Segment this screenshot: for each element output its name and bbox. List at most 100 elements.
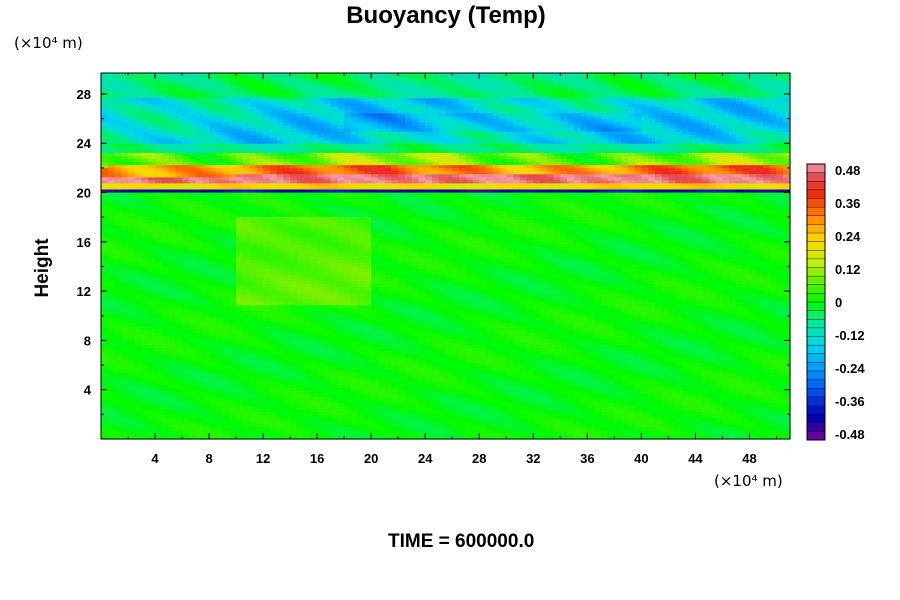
heatmap-cell	[546, 390, 555, 394]
heatmap-cell	[269, 390, 278, 394]
heatmap-cell	[560, 326, 568, 330]
heatmap-cell	[128, 332, 136, 336]
heatmap-cell	[168, 332, 176, 336]
heatmap-cell	[323, 347, 332, 352]
heatmap-cell	[519, 289, 528, 294]
heatmap-cell	[600, 423, 609, 428]
heatmap-cell	[215, 423, 224, 428]
heatmap-cell	[648, 368, 656, 373]
heatmap-cell	[209, 378, 217, 382]
heatmap-cell	[627, 289, 636, 294]
heatmap-cell	[776, 313, 784, 318]
heatmap-cell	[459, 365, 467, 370]
heatmap-cell	[337, 350, 345, 355]
heatmap-cell	[263, 384, 271, 388]
heatmap-cell	[283, 368, 291, 373]
heatmap-cell	[553, 362, 561, 367]
heatmap-cell	[614, 338, 622, 342]
heatmap-cell	[479, 390, 487, 394]
heatmap-cell	[371, 344, 379, 349]
heatmap-cell	[634, 365, 642, 370]
heatmap-cell	[499, 417, 507, 422]
heatmap-cell	[236, 344, 244, 349]
heatmap-cell	[276, 301, 284, 306]
heatmap-cell	[533, 432, 541, 437]
heatmap-cell	[357, 371, 366, 376]
heatmap-cell	[465, 423, 474, 428]
heatmap-cell	[425, 341, 433, 346]
heatmap-cell	[242, 329, 251, 333]
heatmap-cell	[715, 338, 724, 342]
heatmap-cell	[134, 313, 143, 318]
heatmap-cell	[702, 411, 710, 416]
heatmap-cell	[195, 289, 203, 294]
heatmap-cell	[128, 298, 136, 303]
heatmap-cell	[364, 381, 372, 385]
heatmap-cell	[634, 432, 642, 437]
heatmap-cell	[134, 393, 143, 397]
heatmap-cell	[202, 292, 210, 297]
heatmap-cell	[465, 338, 474, 342]
heatmap-cell	[222, 301, 230, 306]
heatmap-cell	[587, 423, 595, 428]
heatmap-cell	[526, 408, 534, 413]
heatmap-cell	[553, 323, 561, 327]
heatmap-cell	[735, 432, 744, 437]
heatmap-cell	[621, 371, 629, 376]
heatmap-cell	[155, 304, 163, 309]
heatmap-cell	[560, 292, 568, 297]
heatmap-cell	[317, 417, 325, 422]
heatmap-cell	[384, 329, 393, 333]
heatmap-cell	[762, 359, 771, 364]
heatmap-cell	[425, 292, 433, 297]
heatmap-cell	[209, 393, 217, 397]
heatmap-cell	[567, 420, 575, 425]
heatmap-cell	[688, 399, 697, 403]
heatmap-cell	[330, 341, 339, 346]
heatmap-cell	[540, 344, 548, 349]
heatmap-cell	[580, 420, 588, 425]
heatmap-cell	[398, 432, 406, 437]
heatmap-cell	[681, 350, 690, 355]
heatmap-cell	[182, 301, 190, 306]
heatmap-cell	[303, 362, 311, 367]
heatmap-cell	[249, 368, 257, 373]
heatmap-cell	[756, 313, 764, 318]
heatmap-cell	[708, 304, 717, 309]
heatmap-cell	[472, 365, 480, 370]
heatmap-cell	[452, 292, 460, 297]
heatmap-cell	[337, 307, 345, 312]
heatmap-cell	[283, 405, 291, 410]
heatmap-cell	[594, 411, 602, 416]
heatmap-cell	[573, 365, 582, 370]
heatmap-cell	[729, 399, 737, 403]
heatmap-cell	[641, 341, 649, 346]
heatmap-cell	[783, 402, 791, 407]
heatmap-cell	[452, 368, 460, 373]
heatmap-cell	[587, 347, 595, 352]
heatmap-cell	[756, 350, 764, 355]
heatmap-cell	[209, 359, 217, 364]
heatmap-cell	[121, 344, 129, 349]
heatmap-cell	[168, 317, 176, 321]
heatmap-cell	[465, 432, 474, 437]
heatmap-cell	[121, 292, 129, 297]
heatmap-cell	[161, 396, 170, 400]
heatmap-cell	[229, 408, 237, 413]
heatmap-cell	[107, 414, 116, 419]
heatmap-cell	[742, 378, 751, 382]
heatmap-cell	[621, 341, 629, 346]
heatmap-cell	[479, 368, 487, 373]
heatmap-cell	[107, 323, 116, 327]
heatmap-cell	[101, 359, 109, 364]
heatmap-cell	[634, 408, 642, 413]
heatmap-cell	[783, 411, 791, 416]
heatmap-cell	[215, 323, 224, 327]
heatmap-cell	[222, 384, 230, 388]
heatmap-cell	[648, 374, 656, 379]
heatmap-cell	[492, 326, 501, 330]
heatmap-cell	[344, 378, 352, 382]
heatmap-cell	[513, 417, 521, 422]
heatmap-cell	[479, 313, 487, 318]
heatmap-cell	[695, 365, 703, 370]
